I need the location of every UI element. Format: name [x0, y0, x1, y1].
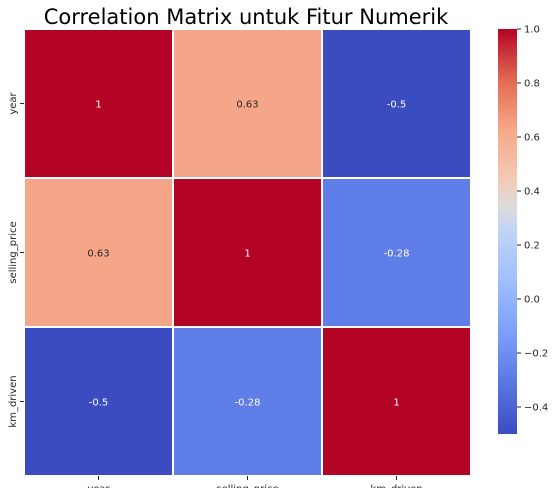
cell-value-label: 0.63: [87, 249, 109, 260]
cell-value-label: -0.5: [89, 398, 109, 409]
x-tick-label: year: [87, 484, 110, 488]
colorbar-tick-label: −0.2: [524, 349, 548, 360]
x-tick-label: km_driven: [370, 484, 422, 488]
colorbar-tick-label: 0.8: [524, 79, 540, 90]
colorbar-tick-label: 0.6: [524, 133, 540, 144]
heatmap-cell: [172, 326, 323, 477]
x-axis-tick-labels: year selling_price km_driven: [87, 476, 423, 488]
cell-value-label: 1: [244, 249, 250, 260]
colorbar-tick-label: 1.0: [524, 25, 540, 36]
colorbar-ticks: 1.0 0.8 0.6 0.4 0.2 0.0 −0.2 −0.4: [517, 25, 548, 414]
cell-value-label: 1: [95, 100, 101, 111]
heatmap-cell: [321, 177, 472, 328]
cell-value-label: -0.5: [387, 100, 407, 111]
heatmap-cells: 1 0.63 -0.5 0.63 1 -0.28 -0.5 -0.28 1: [23, 28, 472, 477]
colorbar-tick-label: −0.4: [524, 403, 548, 414]
cell-value-label: 1: [393, 398, 399, 409]
colorbar-tick-label: 0.4: [524, 187, 540, 198]
cell-value-label: -0.28: [235, 398, 261, 409]
x-tick-label: selling_price: [216, 484, 278, 488]
cell-value-label: 0.63: [236, 100, 258, 111]
colorbar: [498, 29, 517, 434]
y-tick-label: year: [8, 91, 19, 114]
colorbar-tick-label: 0.2: [524, 241, 540, 252]
y-axis-tick-labels: year selling_price km_driven: [8, 91, 24, 428]
heatmap-cell: [23, 28, 174, 179]
heatmap-cell: [172, 28, 323, 179]
heatmap-cell: [23, 177, 174, 328]
cell-value-label: -0.28: [384, 249, 410, 260]
y-tick-label: km_driven: [8, 375, 19, 427]
chart-title: Correlation Matrix untuk Fitur Numerik: [44, 5, 449, 29]
y-tick-label: selling_price: [8, 221, 19, 283]
heatmap-cell: [172, 177, 323, 328]
colorbar-tick-label: 0.0: [524, 295, 540, 306]
heatmap-cell: [321, 28, 472, 179]
